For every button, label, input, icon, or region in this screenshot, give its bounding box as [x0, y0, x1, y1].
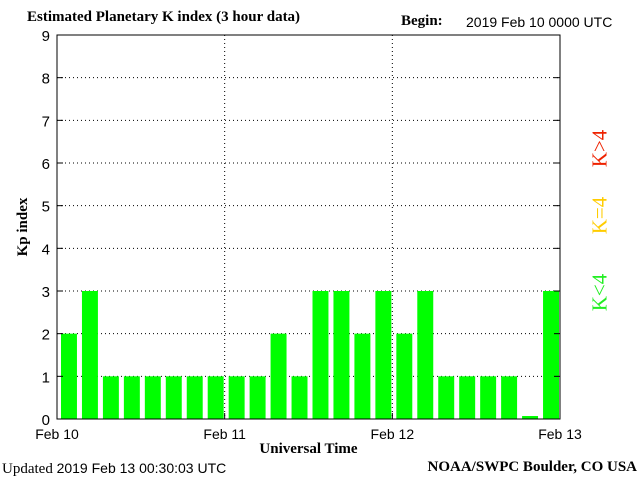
kp-bar — [396, 333, 413, 419]
kp-bar — [270, 333, 287, 419]
kp-bar — [249, 376, 266, 419]
legend-k-less-than-4: K<4 — [587, 273, 612, 311]
begin-label: Begin: — [401, 13, 443, 29]
kp-bar — [543, 291, 559, 419]
y-axis-label: Kp index — [15, 197, 31, 256]
kp-bar — [207, 376, 224, 419]
x-tick-label: Feb 11 — [203, 426, 246, 442]
y-tick-label: 1 — [42, 369, 50, 386]
chart-title: Estimated Planetary K index (3 hour data… — [27, 9, 301, 25]
kp-bar — [480, 376, 497, 419]
x-tick-label: Feb 13 — [538, 426, 582, 442]
kp-bar — [81, 291, 98, 419]
kp-bar — [123, 376, 140, 419]
y-tick-label: 4 — [42, 241, 50, 258]
kp-bar — [501, 376, 518, 419]
kp-bar — [417, 291, 434, 419]
kp-bar — [61, 333, 77, 419]
kp-bar — [459, 376, 476, 419]
kp-bar — [333, 291, 350, 419]
kp-bar — [312, 291, 329, 419]
updated-value: 2019 Feb 13 00:30:03 UTC — [56, 460, 227, 476]
updated-timestamp: Updated 2019 Feb 13 00:30:03 UTC — [2, 460, 226, 478]
kp-bar — [186, 376, 203, 419]
kp-bar — [354, 333, 371, 419]
kp-bar — [102, 376, 119, 419]
y-tick-label: 5 — [42, 199, 50, 216]
legend-k-greater-than-4: K>4 — [587, 129, 612, 167]
kp-bar — [144, 376, 161, 419]
legend-k-equals-4: K=4 — [587, 196, 612, 234]
begin-value: 2019 Feb 10 0000 UTC — [466, 14, 613, 30]
x-tick-label: Feb 10 — [35, 426, 79, 442]
plot-frame — [56, 34, 561, 420]
kp-bar — [228, 376, 245, 419]
kp-bar — [438, 376, 455, 419]
x-axis-label: Universal Time — [259, 441, 358, 457]
kp-bar — [375, 291, 392, 419]
kp-bar — [522, 416, 539, 419]
credit-text: NOAA/SWPC Boulder, CO USA — [427, 459, 637, 475]
kp-bar — [291, 376, 308, 419]
y-tick-label: 2 — [42, 327, 50, 344]
y-tick-label: 6 — [42, 156, 50, 173]
kp-bar — [165, 376, 182, 419]
y-tick-label: 3 — [42, 284, 50, 301]
y-tick-label: 9 — [42, 28, 50, 45]
updated-label: Updated — [2, 461, 53, 477]
y-tick-label: 8 — [42, 71, 50, 88]
y-tick-label: 7 — [42, 113, 50, 130]
y-tick-label: 0 — [42, 412, 50, 429]
x-tick-label: Feb 12 — [371, 426, 415, 442]
